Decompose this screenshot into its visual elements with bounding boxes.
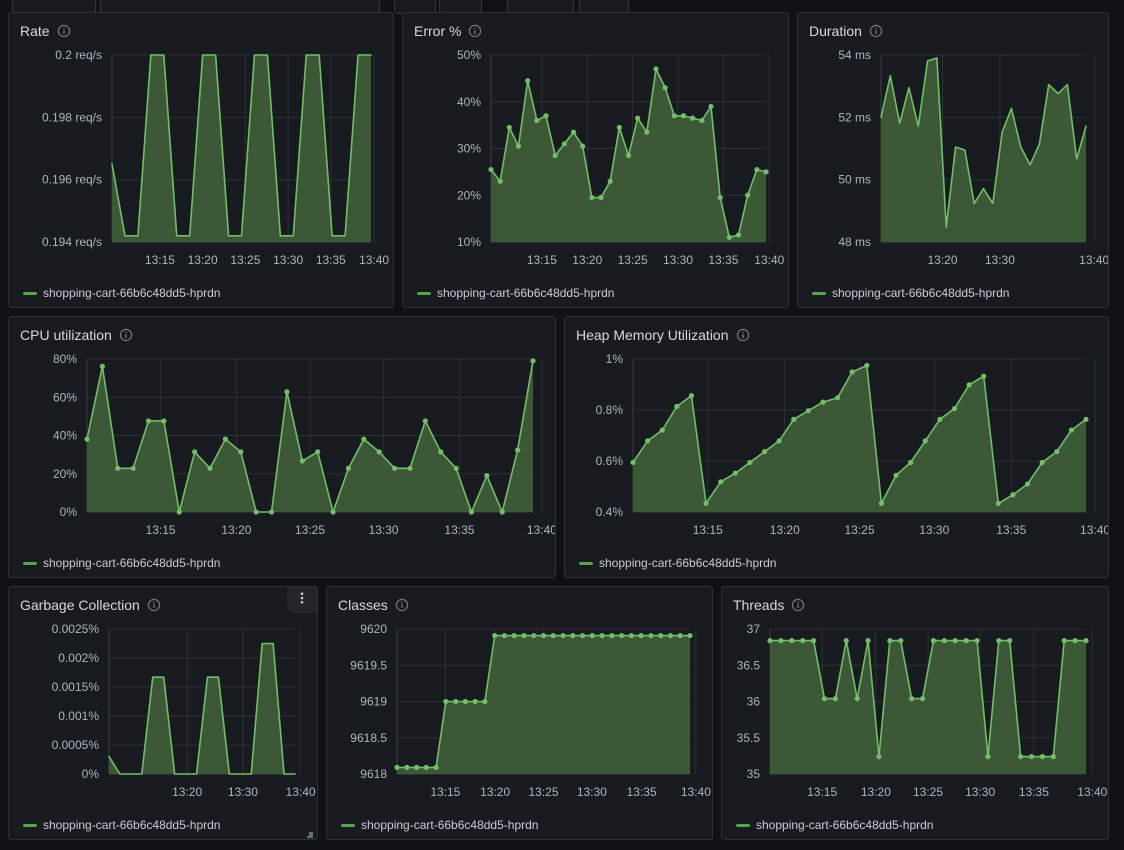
svg-text:13:15: 13:15 <box>693 523 723 537</box>
svg-text:36.5: 36.5 <box>737 658 761 672</box>
svg-text:0.0005%: 0.0005% <box>52 738 100 752</box>
svg-text:13:40: 13:40 <box>286 785 316 799</box>
svg-text:40%: 40% <box>457 95 481 109</box>
svg-text:9619: 9619 <box>360 695 387 709</box>
svg-text:13:25: 13:25 <box>528 785 558 799</box>
svg-text:0.8%: 0.8% <box>596 403 624 417</box>
svg-text:36: 36 <box>747 695 761 709</box>
svg-text:13:20: 13:20 <box>572 253 602 267</box>
svg-text:13:35: 13:35 <box>1019 785 1049 799</box>
svg-text:52 ms: 52 ms <box>838 110 871 124</box>
svg-text:13:35: 13:35 <box>444 523 474 537</box>
svg-text:13:15: 13:15 <box>430 785 460 799</box>
svg-text:1%: 1% <box>606 352 624 366</box>
svg-text:13:20: 13:20 <box>172 785 202 799</box>
svg-text:13:20: 13:20 <box>188 253 218 267</box>
svg-text:0.6%: 0.6% <box>596 454 624 468</box>
svg-text:13:30: 13:30 <box>965 785 995 799</box>
svg-text:0.196 req/s: 0.196 req/s <box>42 173 102 187</box>
svg-text:13:35: 13:35 <box>996 523 1026 537</box>
svg-text:13:20: 13:20 <box>927 253 957 267</box>
svg-text:20%: 20% <box>457 188 481 202</box>
svg-text:50 ms: 50 ms <box>838 173 871 187</box>
svg-text:13:20: 13:20 <box>221 523 251 537</box>
svg-text:9618: 9618 <box>360 767 387 781</box>
svg-text:10%: 10% <box>457 235 481 249</box>
svg-text:35.5: 35.5 <box>737 731 761 745</box>
svg-text:9618.5: 9618.5 <box>350 731 387 745</box>
svg-text:13:40: 13:40 <box>1079 253 1109 267</box>
svg-text:13:20: 13:20 <box>480 785 510 799</box>
svg-text:13:40: 13:40 <box>527 523 556 537</box>
svg-text:13:25: 13:25 <box>913 785 943 799</box>
svg-text:13:40: 13:40 <box>1077 785 1107 799</box>
svg-text:13:20: 13:20 <box>861 785 891 799</box>
svg-text:13:30: 13:30 <box>577 785 607 799</box>
svg-text:13:40: 13:40 <box>359 253 389 267</box>
svg-text:13:35: 13:35 <box>627 785 657 799</box>
svg-text:0.194 req/s: 0.194 req/s <box>42 235 102 249</box>
svg-text:13:40: 13:40 <box>681 785 711 799</box>
svg-text:13:40: 13:40 <box>1080 523 1109 537</box>
svg-text:40%: 40% <box>53 429 77 443</box>
svg-text:0.2 req/s: 0.2 req/s <box>55 48 102 62</box>
svg-text:13:15: 13:15 <box>146 523 176 537</box>
svg-text:13:30: 13:30 <box>228 785 258 799</box>
svg-text:54 ms: 54 ms <box>838 48 871 62</box>
svg-text:13:25: 13:25 <box>230 253 260 267</box>
svg-text:13:15: 13:15 <box>527 253 557 267</box>
svg-text:9619.5: 9619.5 <box>350 658 387 672</box>
svg-text:13:30: 13:30 <box>369 523 399 537</box>
svg-text:13:30: 13:30 <box>919 523 949 537</box>
svg-text:13:35: 13:35 <box>708 253 738 267</box>
svg-text:48 ms: 48 ms <box>838 235 871 249</box>
svg-text:0.0015%: 0.0015% <box>52 680 100 694</box>
svg-text:0%: 0% <box>60 505 78 519</box>
svg-text:0.001%: 0.001% <box>58 709 99 723</box>
svg-text:13:35: 13:35 <box>316 253 346 267</box>
svg-text:80%: 80% <box>53 352 77 366</box>
svg-text:9620: 9620 <box>360 622 387 636</box>
svg-text:0.4%: 0.4% <box>596 505 624 519</box>
svg-text:13:30: 13:30 <box>273 253 303 267</box>
svg-text:35: 35 <box>747 767 761 781</box>
svg-text:0.002%: 0.002% <box>58 651 99 665</box>
svg-text:13:25: 13:25 <box>295 523 325 537</box>
svg-text:13:25: 13:25 <box>844 523 874 537</box>
svg-text:13:15: 13:15 <box>145 253 175 267</box>
svg-text:0%: 0% <box>82 767 100 781</box>
svg-text:0.0025%: 0.0025% <box>52 622 100 636</box>
svg-text:13:40: 13:40 <box>754 253 784 267</box>
svg-text:13:30: 13:30 <box>663 253 693 267</box>
svg-text:13:25: 13:25 <box>618 253 648 267</box>
svg-text:60%: 60% <box>53 390 77 404</box>
svg-text:50%: 50% <box>457 48 481 62</box>
svg-text:13:15: 13:15 <box>807 785 837 799</box>
svg-text:20%: 20% <box>53 467 77 481</box>
svg-text:30%: 30% <box>457 142 481 156</box>
svg-text:37: 37 <box>747 622 761 636</box>
svg-text:13:20: 13:20 <box>770 523 800 537</box>
svg-text:0.198 req/s: 0.198 req/s <box>42 110 102 124</box>
svg-text:13:30: 13:30 <box>985 253 1015 267</box>
